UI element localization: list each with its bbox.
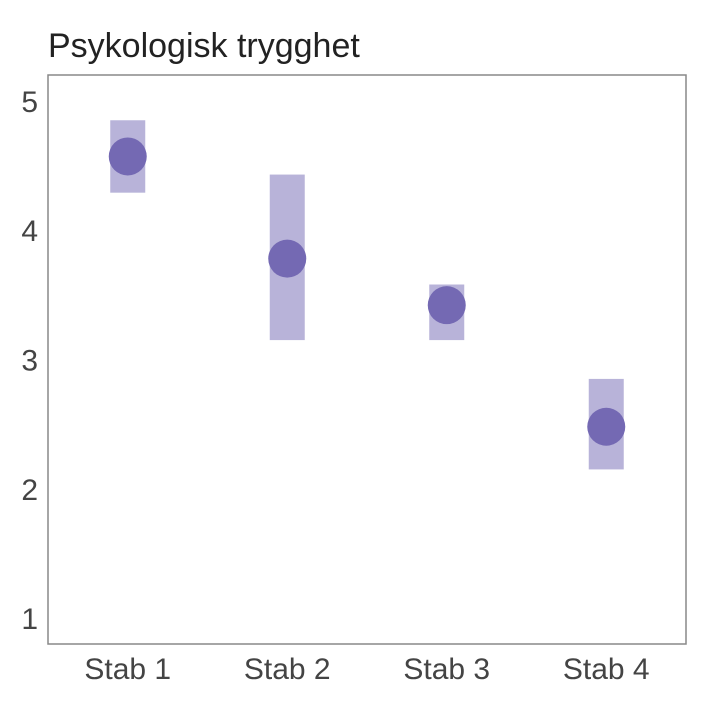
y-tick-label: 3 (21, 345, 38, 378)
interval-layer (110, 120, 624, 470)
x-tick-label: Stab 4 (563, 653, 650, 686)
y-axis: 1 2 3 4 5 (21, 86, 38, 636)
y-tick-label: 5 (21, 86, 38, 119)
x-tick-label: Stab 2 (244, 653, 331, 686)
data-point (268, 239, 307, 278)
y-tick-label: 4 (21, 215, 38, 248)
chart-title: Psykologisk trygghet (48, 27, 360, 65)
x-tick-label: Stab 3 (403, 653, 490, 686)
x-tick-label: Stab 1 (84, 653, 171, 686)
data-point (108, 137, 147, 176)
data-point (587, 407, 626, 446)
plot-frame (47, 74, 687, 645)
x-axis: Stab 1 Stab 2 Stab 3 Stab 4 (84, 653, 649, 686)
y-tick-label: 2 (21, 474, 38, 507)
point-layer (108, 137, 626, 446)
y-tick-label: 1 (21, 603, 38, 636)
data-point (427, 286, 466, 325)
